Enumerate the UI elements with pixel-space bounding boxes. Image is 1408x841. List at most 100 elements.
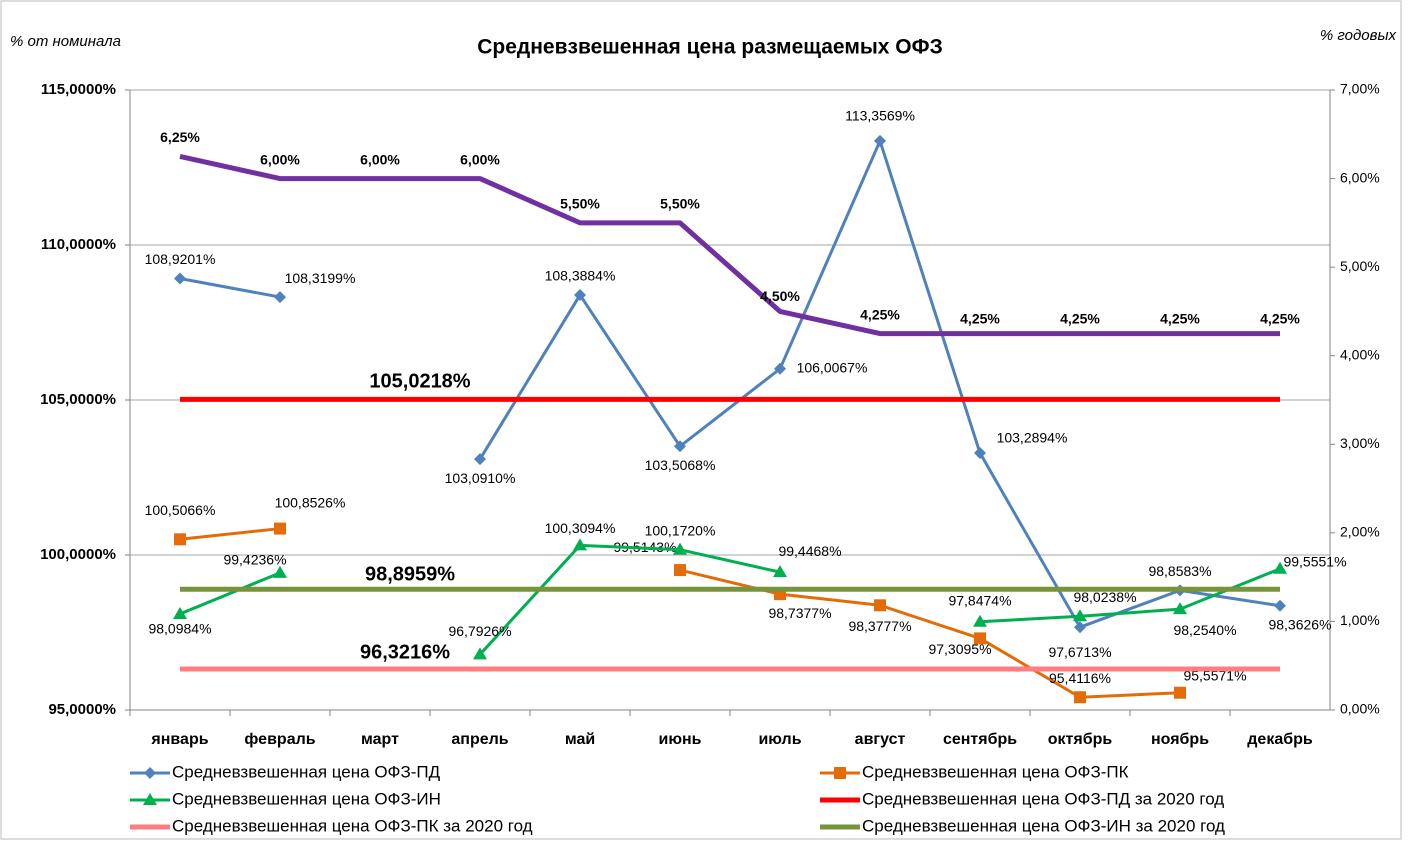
- data-label: 4,50%: [760, 288, 800, 304]
- marker: [474, 453, 486, 466]
- series-line: [179, 277, 281, 299]
- marker: [473, 647, 487, 660]
- legend-label: Средневзвешенная цена ОФЗ-ПК: [862, 762, 1129, 781]
- marker: [574, 288, 586, 301]
- y-tick-label: 110,0000%: [41, 236, 116, 253]
- y-tick-label: 105,0000%: [40, 391, 116, 408]
- series-line: [179, 571, 281, 616]
- data-label: 99,4468%: [778, 543, 841, 559]
- marker: [773, 565, 787, 578]
- marker: [173, 606, 187, 619]
- data-label: 97,8474%: [948, 592, 1011, 608]
- marker: [1074, 621, 1086, 634]
- y2-tick-label: 0,00%: [1340, 701, 1380, 717]
- y2-tick-label: 7,00%: [1340, 81, 1380, 97]
- marker: [674, 564, 686, 577]
- legend-label: Средневзвешенная цена ОФЗ-ПК за 2020 год: [172, 816, 533, 835]
- data-label: 4,25%: [960, 310, 1000, 326]
- data-label: 98,2540%: [1173, 622, 1236, 638]
- marker: [174, 533, 186, 546]
- data-label: 99,5551%: [1283, 553, 1346, 569]
- data-label: 100,3094%: [545, 520, 616, 536]
- marker: [1074, 691, 1086, 704]
- data-label: 4,25%: [1160, 310, 1200, 326]
- data-label: 100,1720%: [645, 522, 716, 538]
- y-tick-label: 95,0000%: [48, 701, 116, 718]
- y-tick-label: 100,0000%: [40, 546, 116, 563]
- marker: [973, 614, 987, 627]
- marker: [1273, 561, 1287, 574]
- x-tick-label: февраль: [244, 731, 315, 748]
- y2-tick-label: 4,00%: [1340, 346, 1380, 362]
- y2-axis-label: % годовых: [1320, 27, 1397, 44]
- data-label: 98,7377%: [768, 605, 831, 621]
- y2-tick-label: 2,00%: [1340, 524, 1380, 540]
- x-tick-label: май: [565, 731, 595, 748]
- data-label: 103,0910%: [445, 470, 516, 486]
- marker: [674, 440, 686, 453]
- y2-tick-label: 1,00%: [1340, 612, 1380, 628]
- data-label: 100,5066%: [145, 502, 216, 518]
- data-label: 103,2894%: [997, 430, 1068, 446]
- data-label: 98,0984%: [148, 621, 211, 637]
- marker: [673, 542, 687, 555]
- data-label: 6,00%: [360, 151, 400, 167]
- legend-label: Средневзвешенная цена ОФЗ-ПД: [172, 762, 441, 781]
- data-label: 97,3095%: [928, 641, 991, 657]
- data-label: 5,50%: [660, 196, 700, 212]
- x-tick-label: апрель: [451, 731, 508, 748]
- marker: [273, 565, 287, 578]
- x-tick-label: декабрь: [1247, 731, 1313, 748]
- series-line: [179, 527, 281, 541]
- data-label: 96,7926%: [448, 623, 511, 639]
- legend-label: Средневзвешенная цена ОФЗ-ИН: [172, 789, 441, 808]
- marker: [573, 538, 587, 551]
- x-tick-label: август: [855, 731, 906, 748]
- data-label: 108,9201%: [145, 251, 216, 267]
- marker: [974, 447, 986, 460]
- data-label: 95,4116%: [1049, 670, 1111, 686]
- marker: [874, 134, 886, 147]
- average-label: 105,0218%: [369, 370, 470, 392]
- data-label: 4,25%: [860, 306, 900, 322]
- marker: [974, 632, 986, 645]
- data-label: 99,4236%: [223, 552, 286, 568]
- marker: [274, 291, 286, 304]
- marker: [174, 272, 186, 285]
- y2-tick-label: 3,00%: [1340, 435, 1380, 451]
- data-label: 4,25%: [1260, 310, 1300, 326]
- y-tick-label: 115,0000%: [41, 81, 116, 98]
- y2-tick-label: 6,00%: [1340, 169, 1380, 185]
- chart-title: Средневзвешенная цена размещаемых ОФЗ: [477, 36, 942, 59]
- x-tick-label: октябрь: [1048, 731, 1113, 748]
- average-label: 96,3216%: [360, 641, 450, 663]
- data-label: 106,0067%: [797, 359, 868, 375]
- x-tick-label: март: [361, 731, 399, 748]
- marker: [774, 362, 786, 375]
- average-label: 98,8959%: [365, 563, 455, 585]
- data-label: 6,00%: [460, 151, 500, 167]
- marker: [143, 793, 157, 805]
- marker: [1174, 686, 1186, 699]
- series-line: [478, 543, 781, 656]
- marker: [274, 522, 286, 535]
- data-label: 4,25%: [1060, 310, 1100, 326]
- legend-label: Средневзвешенная цена ОФЗ-ПД за 2020 год: [862, 789, 1224, 808]
- x-tick-label: июль: [758, 731, 801, 748]
- marker: [1073, 609, 1087, 622]
- data-label: 98,3777%: [848, 618, 911, 634]
- data-label: 97,6713%: [1048, 644, 1111, 660]
- x-tick-label: июнь: [659, 731, 702, 748]
- data-label: 6,00%: [260, 151, 300, 167]
- marker: [144, 767, 156, 779]
- x-tick-label: ноябрь: [1151, 731, 1209, 748]
- data-label: 108,3199%: [285, 270, 356, 286]
- data-label: 100,8526%: [275, 494, 346, 510]
- y-axis-label: % от номинала: [10, 33, 121, 50]
- data-label: 6,25%: [160, 129, 200, 145]
- data-label: 98,3626%: [1268, 616, 1331, 632]
- data-label: 98,8583%: [1148, 563, 1211, 579]
- marker: [1274, 599, 1286, 612]
